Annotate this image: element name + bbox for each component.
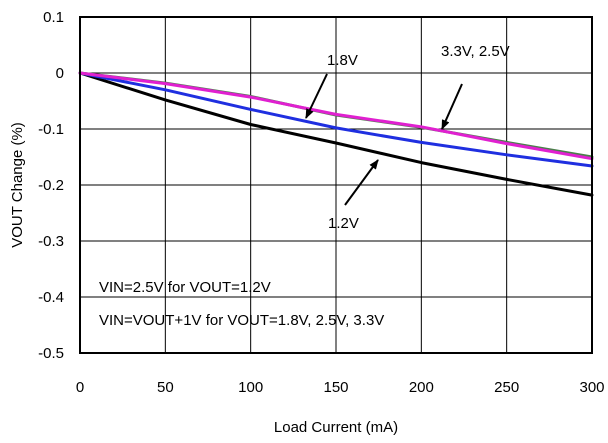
arrow-1-2v — [345, 160, 378, 205]
label-1-8v: 1.8V — [327, 52, 358, 69]
x-tick-label: 0 — [76, 379, 84, 396]
x-tick-label: 300 — [579, 379, 604, 396]
y-tick-label: -0.1 — [38, 121, 64, 138]
y-axis-label: VOUT Change (%) — [9, 122, 26, 248]
x-tick-label: 150 — [323, 379, 348, 396]
x-tick-label: 200 — [409, 379, 434, 396]
x-axis-label: Load Current (mA) — [274, 419, 398, 436]
y-tick-label: -0.3 — [38, 233, 64, 250]
arrow-3-3v-2-5v — [442, 84, 462, 129]
y-tick-label: -0.4 — [38, 289, 64, 306]
y-tick-label: -0.2 — [38, 177, 64, 194]
x-tick-label: 50 — [157, 379, 174, 396]
y-tick-label: 0 — [56, 65, 64, 82]
x-tick-label: 250 — [494, 379, 519, 396]
y-tick-label: -0.5 — [38, 345, 64, 362]
note-line-2: VIN=VOUT+1V for VOUT=1.8V, 2.5V, 3.3V — [99, 312, 384, 329]
tick-labels: 0 50 100 150 200 250 300 0.1 0 -0.1 -0.2 -0.3 -0.4 -0… — [38, 9, 604, 396]
label-3-3v-2-5v: 3.3V, 2.5V — [441, 43, 510, 60]
note-line-1: VIN=2.5V for VOUT=1.2V — [99, 279, 271, 296]
label-1-2v: 1.2V — [328, 215, 359, 232]
y-tick-label: 0.1 — [43, 9, 64, 26]
x-tick-label: 100 — [238, 379, 263, 396]
